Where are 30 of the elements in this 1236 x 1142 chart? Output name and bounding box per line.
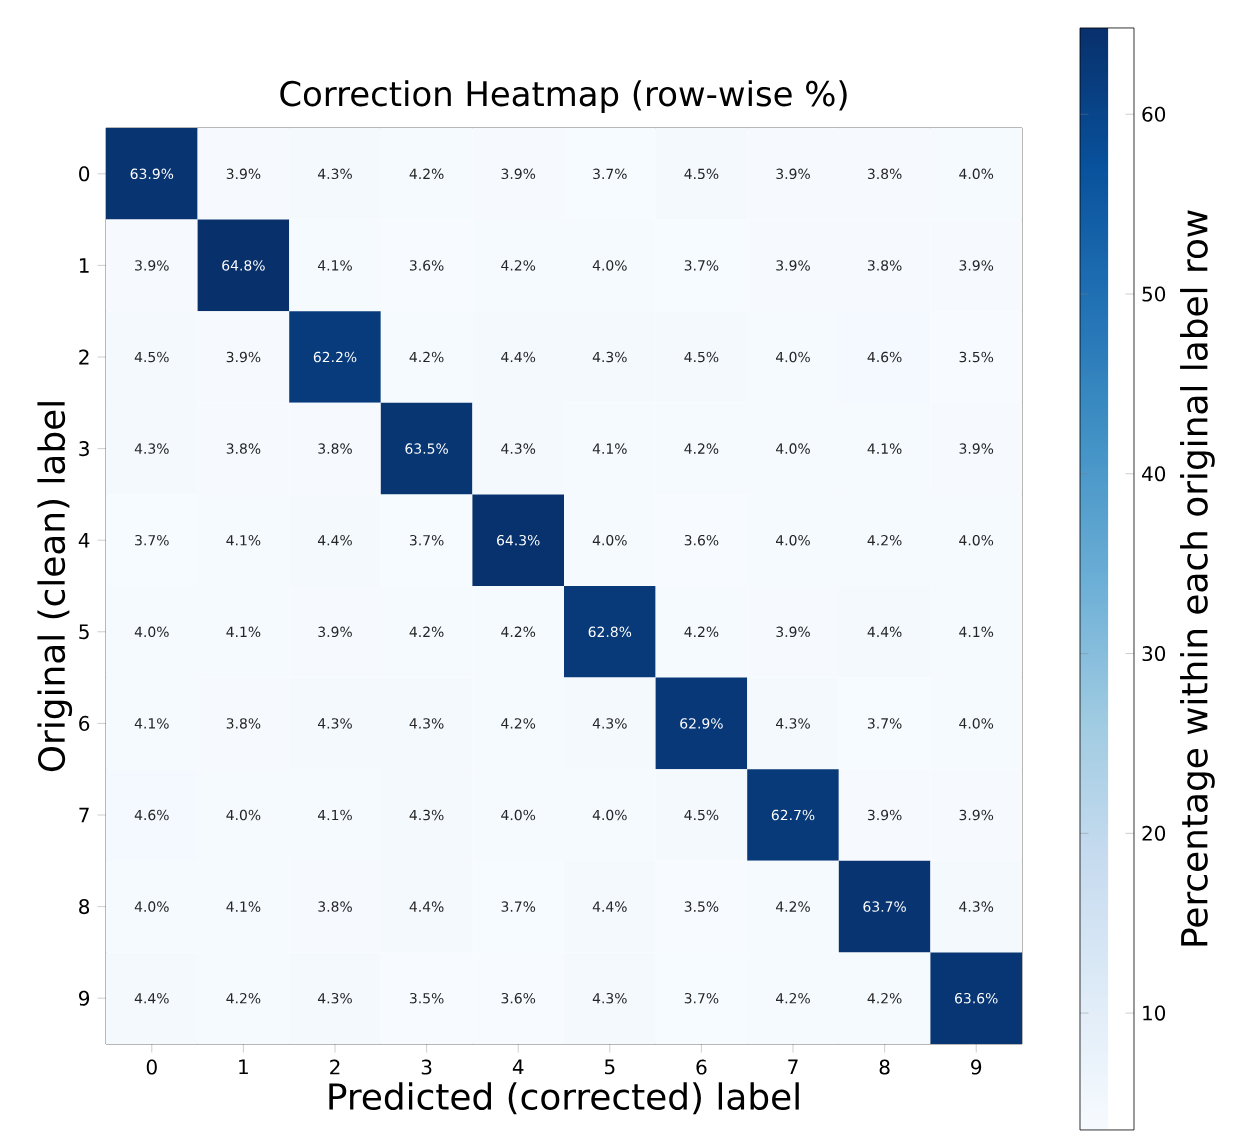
y-tick-label: 7 (79, 807, 89, 823)
color-bar-label: 60 (1142, 106, 1166, 122)
y-tick-label: 6 (79, 715, 90, 731)
y-tick-label: 9 (79, 990, 90, 1006)
x-tick-label: 2 (330, 1059, 340, 1075)
x-axis-title: Predicted (corrected) label (329, 1082, 799, 1115)
color-bar-label: 30 (1142, 646, 1166, 662)
y-tick-label: 2 (79, 349, 89, 365)
color-bar-label: 20 (1142, 825, 1166, 841)
y-tick-label: 8 (79, 899, 90, 915)
y-tick-label: 4 (78, 532, 90, 548)
x-tick-label: 1 (239, 1059, 248, 1075)
y-tick-label: 1 (79, 258, 89, 273)
x-tick-label: 4 (512, 1059, 524, 1075)
x-tick-label: 5 (605, 1059, 615, 1075)
chart-title: Correction Heatmap (row-wise %) (280, 80, 847, 113)
x-tick-label: 7 (788, 1059, 798, 1075)
y-tick-label: 3 (79, 441, 89, 457)
y-tick-label: 5 (79, 624, 89, 640)
y-axis-title: Original (clean) label (37, 402, 73, 772)
color-bar-label: 50 (1142, 286, 1166, 302)
color-bar-label: 10 (1143, 1005, 1166, 1021)
color-bar-label: 40 (1142, 466, 1166, 482)
x-tick-label: 0 (146, 1059, 157, 1075)
x-tick-label: 3 (421, 1059, 432, 1075)
x-tick-label: 6 (696, 1059, 707, 1075)
color-bar-title: Percentage within each original label row (1180, 210, 1215, 946)
x-tick-label: 8 (879, 1059, 890, 1075)
y-tick-label: 0 (79, 166, 90, 182)
x-tick-label: 9 (971, 1059, 982, 1075)
